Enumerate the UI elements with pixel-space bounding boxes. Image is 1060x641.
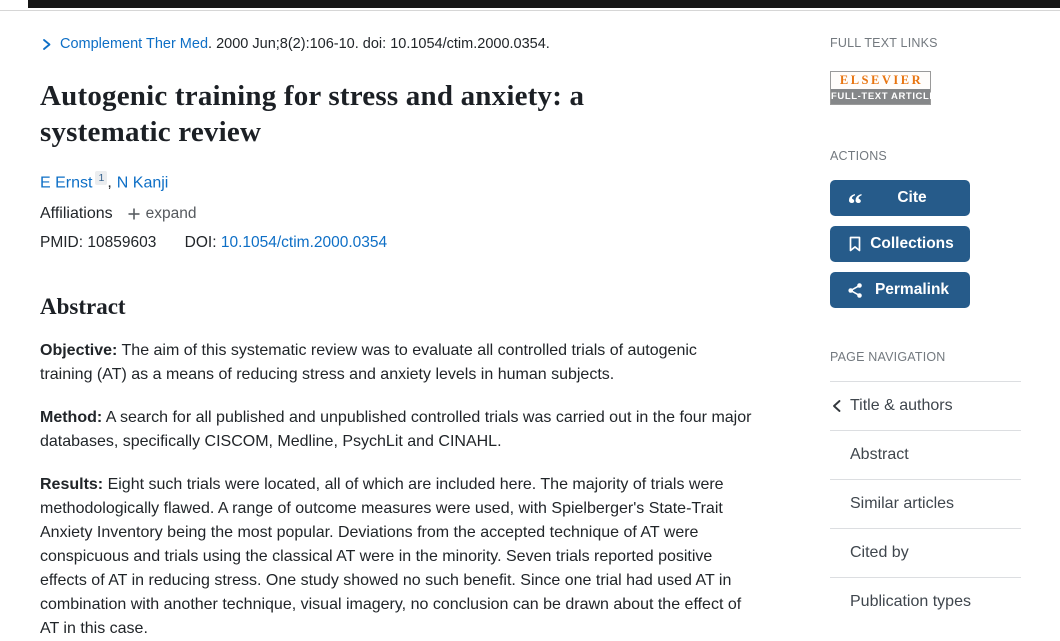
page-title: Autogenic training for stress and anxiet… — [40, 80, 585, 148]
full-text-links-heading: FULL TEXT LINKS — [830, 36, 938, 50]
nav-item-label: Publication types — [850, 593, 971, 610]
method-label: Method: — [40, 409, 103, 427]
nav-item-abstract[interactable]: Abstract — [830, 430, 1021, 479]
citation-text: . 2000 Jun;8(2):106-10. doi: 10.1054/cti… — [208, 36, 550, 52]
expand-label: expand — [145, 205, 197, 223]
page-navigation-heading: PAGE NAVIGATION — [830, 350, 946, 364]
abstract-paragraph-objective: Objective: The aim of this systematic re… — [40, 339, 752, 387]
page-navigation-list: Title & authors Abstract Similar article… — [830, 381, 1021, 626]
collections-button-label: Collections — [870, 235, 954, 252]
affiliations-row: Affiliations expand — [40, 205, 752, 223]
breadcrumb: Complement Ther Med. 2000 Jun;8(2):106-1… — [40, 36, 752, 52]
collections-button[interactable]: Collections — [830, 226, 970, 262]
affiliation-superscript[interactable]: 1 — [95, 171, 108, 185]
journal-link[interactable]: Complement Ther Med — [60, 36, 209, 52]
nav-item-label: Cited by — [850, 544, 909, 561]
share-icon — [844, 282, 866, 299]
results-text: Eight such trials were located, all of w… — [40, 476, 742, 638]
abstract-paragraph-method: Method: A search for all published and u… — [40, 406, 752, 454]
author-link[interactable]: E Ernst — [40, 174, 93, 192]
abstract-paragraph-results: Results: Eight such trials were located,… — [40, 473, 752, 641]
abstract-heading: Abstract — [40, 294, 126, 320]
sidebar: FULL TEXT LINKS ELSEVIER FULL-TEXT ARTIC… — [830, 36, 1021, 626]
doi-label: DOI: — [184, 234, 217, 252]
identifiers-row: PMID: 10859603 DOI: 10.1054/ctim.2000.03… — [40, 234, 752, 252]
bookmark-icon — [844, 235, 866, 253]
nav-item-similar-articles[interactable]: Similar articles — [830, 479, 1021, 528]
article-main-column: Complement Ther Med. 2000 Jun;8(2):106-1… — [40, 36, 752, 641]
elsevier-logo: ELSEVIER — [831, 72, 930, 89]
full-text-article-label: FULL-TEXT ARTICLE — [831, 89, 937, 104]
nav-item-cited-by[interactable]: Cited by — [830, 528, 1021, 577]
doi-link[interactable]: 10.1054/ctim.2000.0354 — [220, 234, 388, 252]
permalink-button[interactable]: Permalink — [830, 272, 970, 308]
author-separator: , — [107, 174, 112, 192]
objective-label: Objective: — [40, 342, 118, 360]
plus-icon — [127, 207, 141, 221]
nav-item-publication-types[interactable]: Publication types — [830, 577, 1021, 626]
pmid-value: 10859603 — [87, 234, 157, 252]
authors-row: E Ernst 1, N Kanji — [40, 171, 752, 192]
method-text: A search for all published and unpublish… — [40, 409, 752, 451]
expand-affiliations-button[interactable]: expand — [127, 205, 197, 223]
top-dark-bar — [28, 0, 1060, 8]
pmid-label: PMID: — [40, 234, 84, 252]
quote-icon: “ — [847, 188, 863, 221]
affiliations-label: Affiliations — [40, 205, 113, 223]
chevron-left-icon — [830, 398, 844, 419]
objective-text: The aim of this systematic review was to… — [40, 342, 697, 384]
header-divider — [0, 10, 1060, 11]
elsevier-full-text-link[interactable]: ELSEVIER FULL-TEXT ARTICLE — [830, 71, 937, 105]
nav-item-title-authors[interactable]: Title & authors — [830, 381, 1021, 430]
actions-heading: ACTIONS — [830, 149, 887, 163]
nav-item-label: Title & authors — [850, 397, 953, 414]
nav-item-label: Similar articles — [850, 495, 955, 512]
permalink-button-label: Permalink — [874, 281, 950, 298]
results-label: Results: — [40, 476, 104, 494]
author-link[interactable]: N Kanji — [116, 174, 169, 192]
chevron-right-icon — [40, 37, 53, 52]
nav-item-label: Abstract — [850, 446, 909, 463]
cite-button-label: Cite — [897, 189, 927, 206]
cite-button[interactable]: “ Cite — [830, 180, 970, 221]
